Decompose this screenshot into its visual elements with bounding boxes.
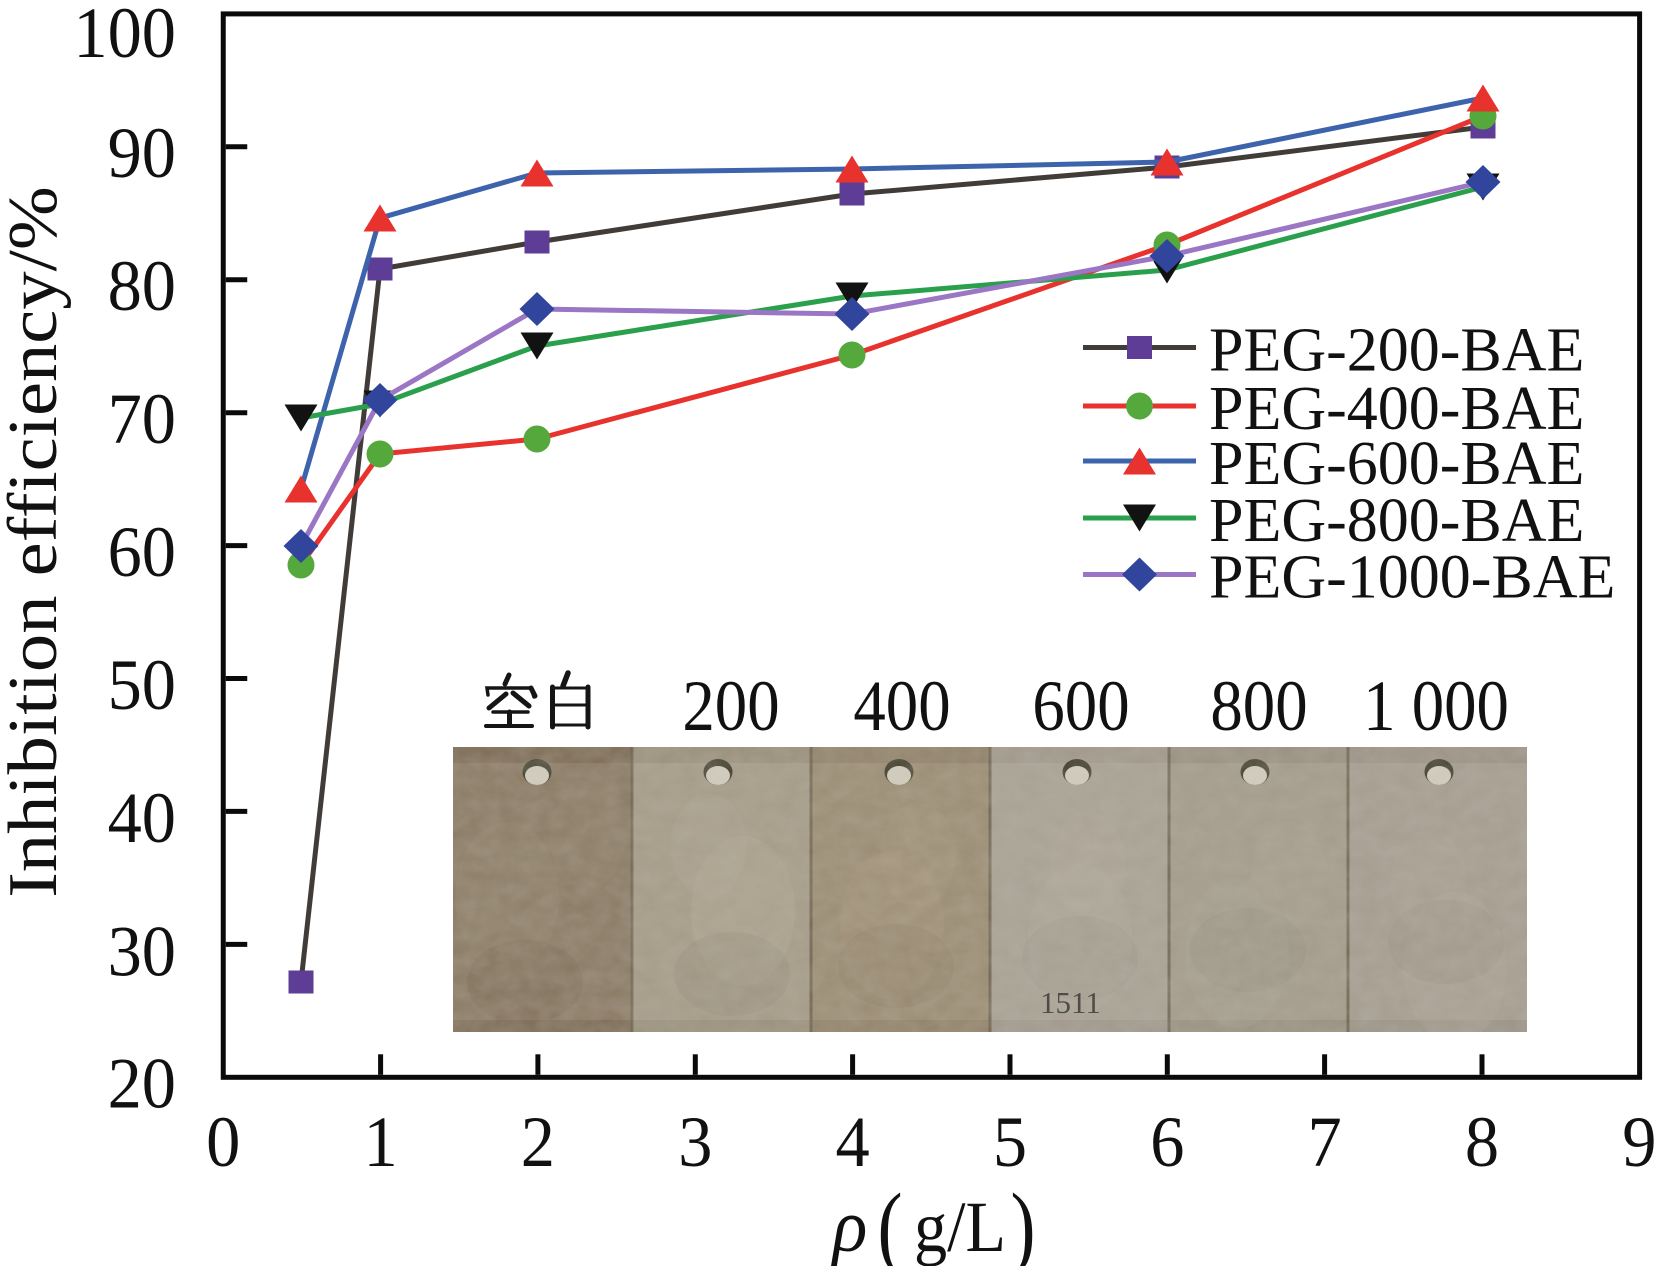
svg-text:9: 9 (1622, 1102, 1654, 1182)
svg-text:60: 60 (108, 513, 176, 593)
svg-text:): ) (1010, 1175, 1035, 1266)
svg-text:PEG-1000-BAE: PEG-1000-BAE (1209, 544, 1615, 612)
svg-text:100: 100 (73, 0, 176, 73)
svg-text:4: 4 (836, 1102, 870, 1182)
svg-text:Inhibition efficiency/%: Inhibition efficiency/% (0, 186, 71, 898)
svg-text:800: 800 (1210, 666, 1307, 746)
svg-text:400: 400 (853, 666, 950, 746)
svg-text:3: 3 (678, 1102, 712, 1182)
svg-text:70: 70 (108, 380, 176, 460)
svg-text:g/L: g/L (914, 1186, 1006, 1266)
svg-text:50: 50 (108, 646, 176, 726)
svg-text:90: 90 (108, 113, 176, 193)
svg-text:80: 80 (108, 246, 176, 326)
svg-text:20: 20 (108, 1044, 176, 1124)
svg-text:40: 40 (108, 779, 176, 859)
svg-text:2: 2 (521, 1102, 555, 1182)
svg-text:1511: 1511 (1040, 985, 1101, 1020)
svg-text:PEG-400-BAE: PEG-400-BAE (1209, 375, 1584, 443)
svg-text:0: 0 (206, 1102, 240, 1182)
svg-text:200: 200 (682, 666, 779, 746)
svg-text:ρ: ρ (831, 1184, 868, 1266)
svg-text:7: 7 (1308, 1102, 1342, 1182)
svg-text:PEG-200-BAE: PEG-200-BAE (1209, 317, 1584, 385)
svg-text:(: ( (877, 1175, 902, 1266)
svg-text:8: 8 (1465, 1102, 1499, 1182)
svg-text:1: 1 (364, 1102, 398, 1182)
svg-text:1 000: 1 000 (1363, 666, 1509, 746)
svg-text:5: 5 (993, 1102, 1027, 1182)
svg-text:PEG-600-BAE: PEG-600-BAE (1209, 430, 1584, 498)
svg-text:PEG-800-BAE: PEG-800-BAE (1209, 487, 1584, 555)
svg-text:6: 6 (1150, 1102, 1184, 1182)
svg-text:600: 600 (1032, 666, 1129, 746)
svg-text:30: 30 (108, 912, 176, 992)
